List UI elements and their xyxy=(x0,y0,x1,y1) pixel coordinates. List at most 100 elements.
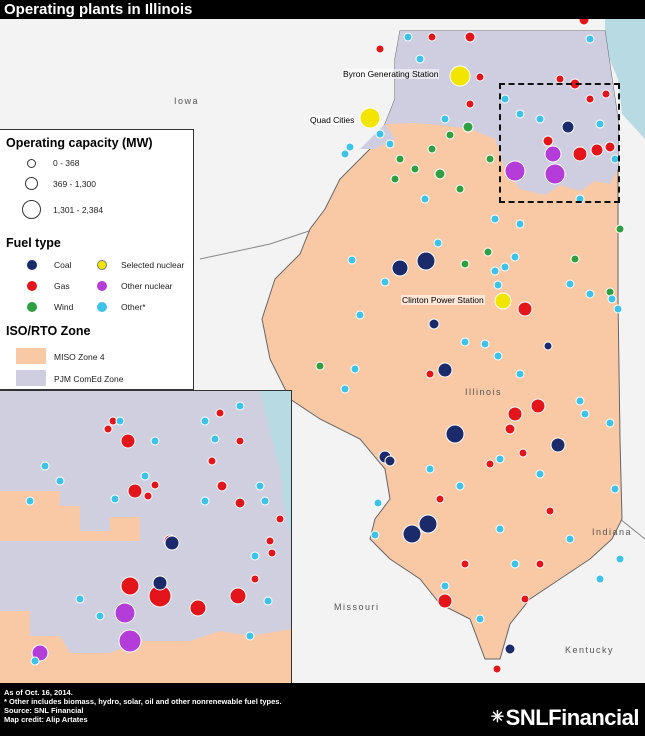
plant-wind-54-marker xyxy=(485,154,495,164)
inset-plant-other-34-marker xyxy=(200,496,210,506)
plant-other-70-marker xyxy=(515,109,525,119)
plant-other-96-marker xyxy=(580,409,590,419)
plant-coal-8-marker xyxy=(428,318,440,330)
inset-plant-other-37-marker xyxy=(250,551,260,561)
plant-wind-55-marker xyxy=(410,164,420,174)
plant-other-82-marker xyxy=(585,289,595,299)
inset-lake xyxy=(260,391,291,537)
label-missouri: Missouri xyxy=(334,602,380,612)
inset-plant-coal-23-marker xyxy=(152,575,168,591)
plant-other-64-marker xyxy=(345,142,355,152)
inset-plant-other-43-marker xyxy=(140,471,150,481)
label-illinois: Illinois xyxy=(465,387,503,397)
plant-other-87-marker xyxy=(355,310,365,320)
plant-other-109-marker xyxy=(510,559,520,569)
plant-gas-27-marker xyxy=(555,74,565,84)
plant-gas-39-marker xyxy=(545,506,555,516)
plant-gas-29-marker xyxy=(585,94,595,104)
wind-swatch xyxy=(27,302,37,312)
plant-other-84-marker xyxy=(607,294,617,304)
inset-miso-patch-south xyxy=(0,611,291,683)
plant-wind-47-marker xyxy=(462,121,474,133)
indiana-kentucky-border xyxy=(619,518,645,540)
plant-other-77-marker xyxy=(510,252,520,262)
inset-plant-gas-15-marker xyxy=(265,536,275,546)
plant-wind-57-marker xyxy=(483,247,493,257)
map-title: Operating plants in Illinois xyxy=(4,1,193,18)
plant-other-94-marker xyxy=(515,369,525,379)
footer-note: * Other includes biomass, hydro, solar, … xyxy=(4,697,282,706)
title-bar: Operating plants in Illinois xyxy=(0,0,645,19)
footer-date: As of Oct. 16, 2014. xyxy=(4,688,73,697)
plant-wind-58-marker xyxy=(570,254,580,264)
plant-other-67-marker xyxy=(415,54,425,64)
plant-gas-34-marker xyxy=(464,31,476,43)
plant-gas-44-marker xyxy=(435,494,445,504)
plant-coal-16-marker xyxy=(384,455,396,467)
plant-gas-30-marker xyxy=(475,72,485,82)
plant-gas-31-marker xyxy=(465,99,475,109)
plant-other-99-marker xyxy=(455,481,465,491)
inset-plant-gas-17-marker xyxy=(267,548,277,558)
footer: As of Oct. 16, 2014. * Other includes bi… xyxy=(0,683,645,736)
inset-plant-gas-5-marker xyxy=(189,599,207,617)
plant-other-95-marker xyxy=(575,396,585,406)
plant-other-113-marker xyxy=(420,194,430,204)
plant-other-97-marker xyxy=(605,418,615,428)
capacity-large-swatch xyxy=(22,200,41,219)
plant-other-98-marker xyxy=(425,464,435,474)
plant-other-102-marker xyxy=(610,484,620,494)
inset-plant-other-31-marker xyxy=(235,401,245,411)
plant-other-72-marker xyxy=(595,119,605,129)
plant-coal-17-marker xyxy=(543,341,553,351)
inset-plant-gas-7-marker xyxy=(120,433,136,449)
inset-plant-gas-11-marker xyxy=(234,497,246,509)
coal-label: Coal xyxy=(54,260,72,270)
plant-other-85-marker xyxy=(433,238,443,248)
plant-other-86-marker xyxy=(347,255,357,265)
capacity-medium-swatch xyxy=(25,177,38,190)
selected-nuclear-label: Selected nuclear xyxy=(121,260,185,270)
capacity-small-label: 0 - 368 xyxy=(53,158,80,168)
plant-other-90-marker xyxy=(493,351,503,361)
plant-other-75-marker xyxy=(515,219,525,229)
plant-gas-32-marker xyxy=(427,32,437,42)
plant-other-79-marker xyxy=(490,266,500,276)
plant-gas-21-marker xyxy=(530,398,546,414)
label-indiana: Indiana xyxy=(592,527,633,537)
other-nuclear-label: Other nuclear xyxy=(121,281,173,291)
plant-coal-13-marker xyxy=(402,524,422,544)
plant-markers xyxy=(315,19,625,674)
inset-plant-other-29-marker xyxy=(150,436,160,446)
plant-other-78-marker xyxy=(500,262,510,272)
plant-wind-60-marker xyxy=(615,224,625,234)
illinois-map xyxy=(199,19,645,674)
inset-plant-gas-22-marker xyxy=(250,574,260,584)
plant-other_nuclear-4-marker xyxy=(504,160,526,182)
plant-other-110-marker xyxy=(440,581,450,591)
plant-coal-12-marker xyxy=(418,514,438,534)
plant-other-105-marker xyxy=(565,534,575,544)
plant-gas-41-marker xyxy=(460,559,470,569)
inset-plant-gas-18-marker xyxy=(150,480,160,490)
plant-other-89-marker xyxy=(480,339,490,349)
plant-gas-46-marker xyxy=(601,89,611,99)
plant-other-68-marker xyxy=(440,114,450,124)
plant-other-108-marker xyxy=(495,524,505,534)
plant-other_nuclear-3-marker xyxy=(544,163,566,185)
label-clinton: Clinton Power Station xyxy=(401,295,485,305)
plant-other-69-marker xyxy=(500,94,510,104)
plant-other-91-marker xyxy=(460,337,470,347)
coal-swatch xyxy=(27,260,37,270)
inset-plant-gas-10-marker xyxy=(216,480,228,492)
inset-plant-other-40-marker xyxy=(30,656,40,666)
plant-gas-40-marker xyxy=(535,559,545,569)
inset-plant-other-33-marker xyxy=(260,496,270,506)
plant-coal-9-marker xyxy=(437,362,453,378)
miso-swatch xyxy=(16,348,46,364)
inset-plant-coal-24-marker xyxy=(164,535,180,551)
legend-zone-title: ISO/RTO Zone xyxy=(6,324,91,338)
plant-coal-7-marker xyxy=(391,259,409,277)
plant-gas-38-marker xyxy=(425,369,435,379)
inset-plant-other-27-marker xyxy=(25,496,35,506)
